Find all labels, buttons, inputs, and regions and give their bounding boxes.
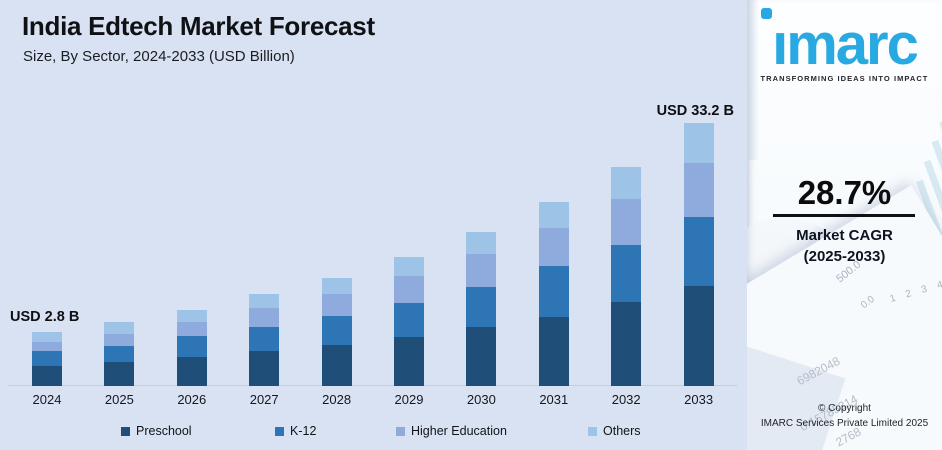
bar-2029 <box>394 256 424 386</box>
bar-segment-higher-education <box>32 342 62 351</box>
cagr-range: (2025-2033) <box>803 248 886 265</box>
bar-segment-higher-education <box>249 307 280 327</box>
decor-number: 0.0 <box>859 293 877 312</box>
legend-label: Preschool <box>136 424 192 438</box>
x-axis-label-2025: 2025 <box>104 392 134 407</box>
value-label-2024: USD 2.8 B <box>10 309 80 325</box>
bar-segment-higher-education <box>104 333 135 346</box>
x-axis-label-2028: 2028 <box>322 392 352 407</box>
bar-segment-others <box>683 122 714 164</box>
bar-segment-k-12 <box>538 265 569 317</box>
bar-segment-others <box>321 278 352 295</box>
bar-segment-others <box>32 331 62 343</box>
bar-segment-k-12 <box>176 335 207 357</box>
bar-segment-higher-education <box>538 228 569 266</box>
bar-2032 <box>611 166 642 386</box>
decor-pie-chart <box>747 193 884 393</box>
decor-number: 1 2 3 4 <box>888 278 942 305</box>
bar-segment-higher-education <box>466 254 497 288</box>
bar-segment-preschool <box>683 285 714 386</box>
bar-segment-higher-education <box>394 275 424 304</box>
bar-segment-others <box>611 166 642 199</box>
legend-swatch <box>275 426 284 436</box>
x-axis-label-2024: 2024 <box>32 392 62 407</box>
bar-segment-preschool <box>394 336 424 386</box>
bar-segment-k-12 <box>249 326 280 351</box>
x-axis-line <box>8 385 737 386</box>
x-axis-label-2029: 2029 <box>394 392 424 407</box>
legend-swatch <box>121 426 130 436</box>
bar-segment-k-12 <box>466 287 497 328</box>
sidebar: 500.0 0.0 1 2 3 4 6982048 0.15785314 276… <box>747 0 942 450</box>
bar-segment-preschool <box>32 365 62 386</box>
bar-segment-k-12 <box>321 315 352 345</box>
cagr-label: Market CAGR <box>796 227 893 244</box>
bar-segment-k-12 <box>104 345 135 362</box>
x-axis-label-2032: 2032 <box>611 392 641 407</box>
x-axis-label-2030: 2030 <box>466 392 496 407</box>
bar-segment-others <box>104 321 135 334</box>
copyright-line2: IMARC Services Private Limited 2025 <box>760 418 929 429</box>
legend-swatch <box>588 426 597 436</box>
x-axis-label-2026: 2026 <box>177 392 207 407</box>
logo-text: ımarc <box>772 12 919 77</box>
bar-2028 <box>321 278 352 386</box>
bar-segment-higher-education <box>611 198 642 245</box>
bar-segment-higher-education <box>321 294 352 316</box>
legend-item-preschool: Preschool <box>121 424 192 438</box>
bar-segment-preschool <box>249 350 280 386</box>
bar-segment-others <box>538 201 569 229</box>
imarc-logo: ımarc <box>747 0 942 74</box>
bar-segment-others <box>394 256 424 276</box>
bar-segment-k-12 <box>611 244 642 303</box>
bar-segment-preschool <box>321 344 352 386</box>
x-axis-label-2031: 2031 <box>539 392 569 407</box>
page-title: India Edtech Market Forecast <box>22 11 375 41</box>
legend-label: Higher Education <box>411 424 507 438</box>
copyright-line1: © Copyright <box>818 403 871 414</box>
bar-segment-preschool <box>538 316 569 386</box>
bar-segment-k-12 <box>394 303 424 337</box>
legend-item-others: Others <box>588 424 641 438</box>
logo-dot-icon <box>761 8 772 19</box>
bar-2030 <box>466 231 497 386</box>
bar-segment-preschool <box>611 302 642 386</box>
bar-segment-higher-education <box>176 321 207 336</box>
bar-2031 <box>538 201 569 386</box>
x-axis-label-2027: 2027 <box>249 392 279 407</box>
legend-label: Others <box>603 424 641 438</box>
value-label-2033: USD 33.2 B <box>656 103 734 119</box>
logo-tagline: TRANSFORMING IDEAS INTO IMPACT <box>760 74 929 83</box>
bar-segment-others <box>466 231 497 255</box>
legend-swatch <box>396 426 405 436</box>
bar-segment-k-12 <box>683 216 714 286</box>
cagr-divider <box>773 214 915 217</box>
bar-2027 <box>249 294 280 386</box>
bar-2033 <box>683 122 714 386</box>
decor-number: 6982048 <box>794 353 843 389</box>
legend-item-higher-education: Higher Education <box>396 424 507 438</box>
x-axis-label-2033: 2033 <box>684 392 714 407</box>
bar-segment-preschool <box>176 356 207 386</box>
legend-item-k-12: K-12 <box>275 424 316 438</box>
bar-segment-k-12 <box>32 350 62 366</box>
bar-segment-higher-education <box>683 163 714 217</box>
decor-paper-corner <box>747 338 846 450</box>
bar-2026 <box>176 310 207 386</box>
cagr-value: 28.7% <box>797 174 892 211</box>
bar-2025 <box>104 321 135 386</box>
bar-segment-preschool <box>104 361 135 386</box>
legend-label: K-12 <box>290 424 317 438</box>
bar-segment-others <box>249 294 280 308</box>
bar-2024 <box>32 331 62 386</box>
bar-segment-others <box>176 310 207 322</box>
bar-segment-preschool <box>466 327 497 386</box>
stacked-bar-chart: USD 2.8 B USD 33.2 B 2024 2025 2026 2027 202… <box>8 103 737 438</box>
page-subtitle: Size, By Sector, 2024-2033 (USD Billion) <box>23 48 295 65</box>
